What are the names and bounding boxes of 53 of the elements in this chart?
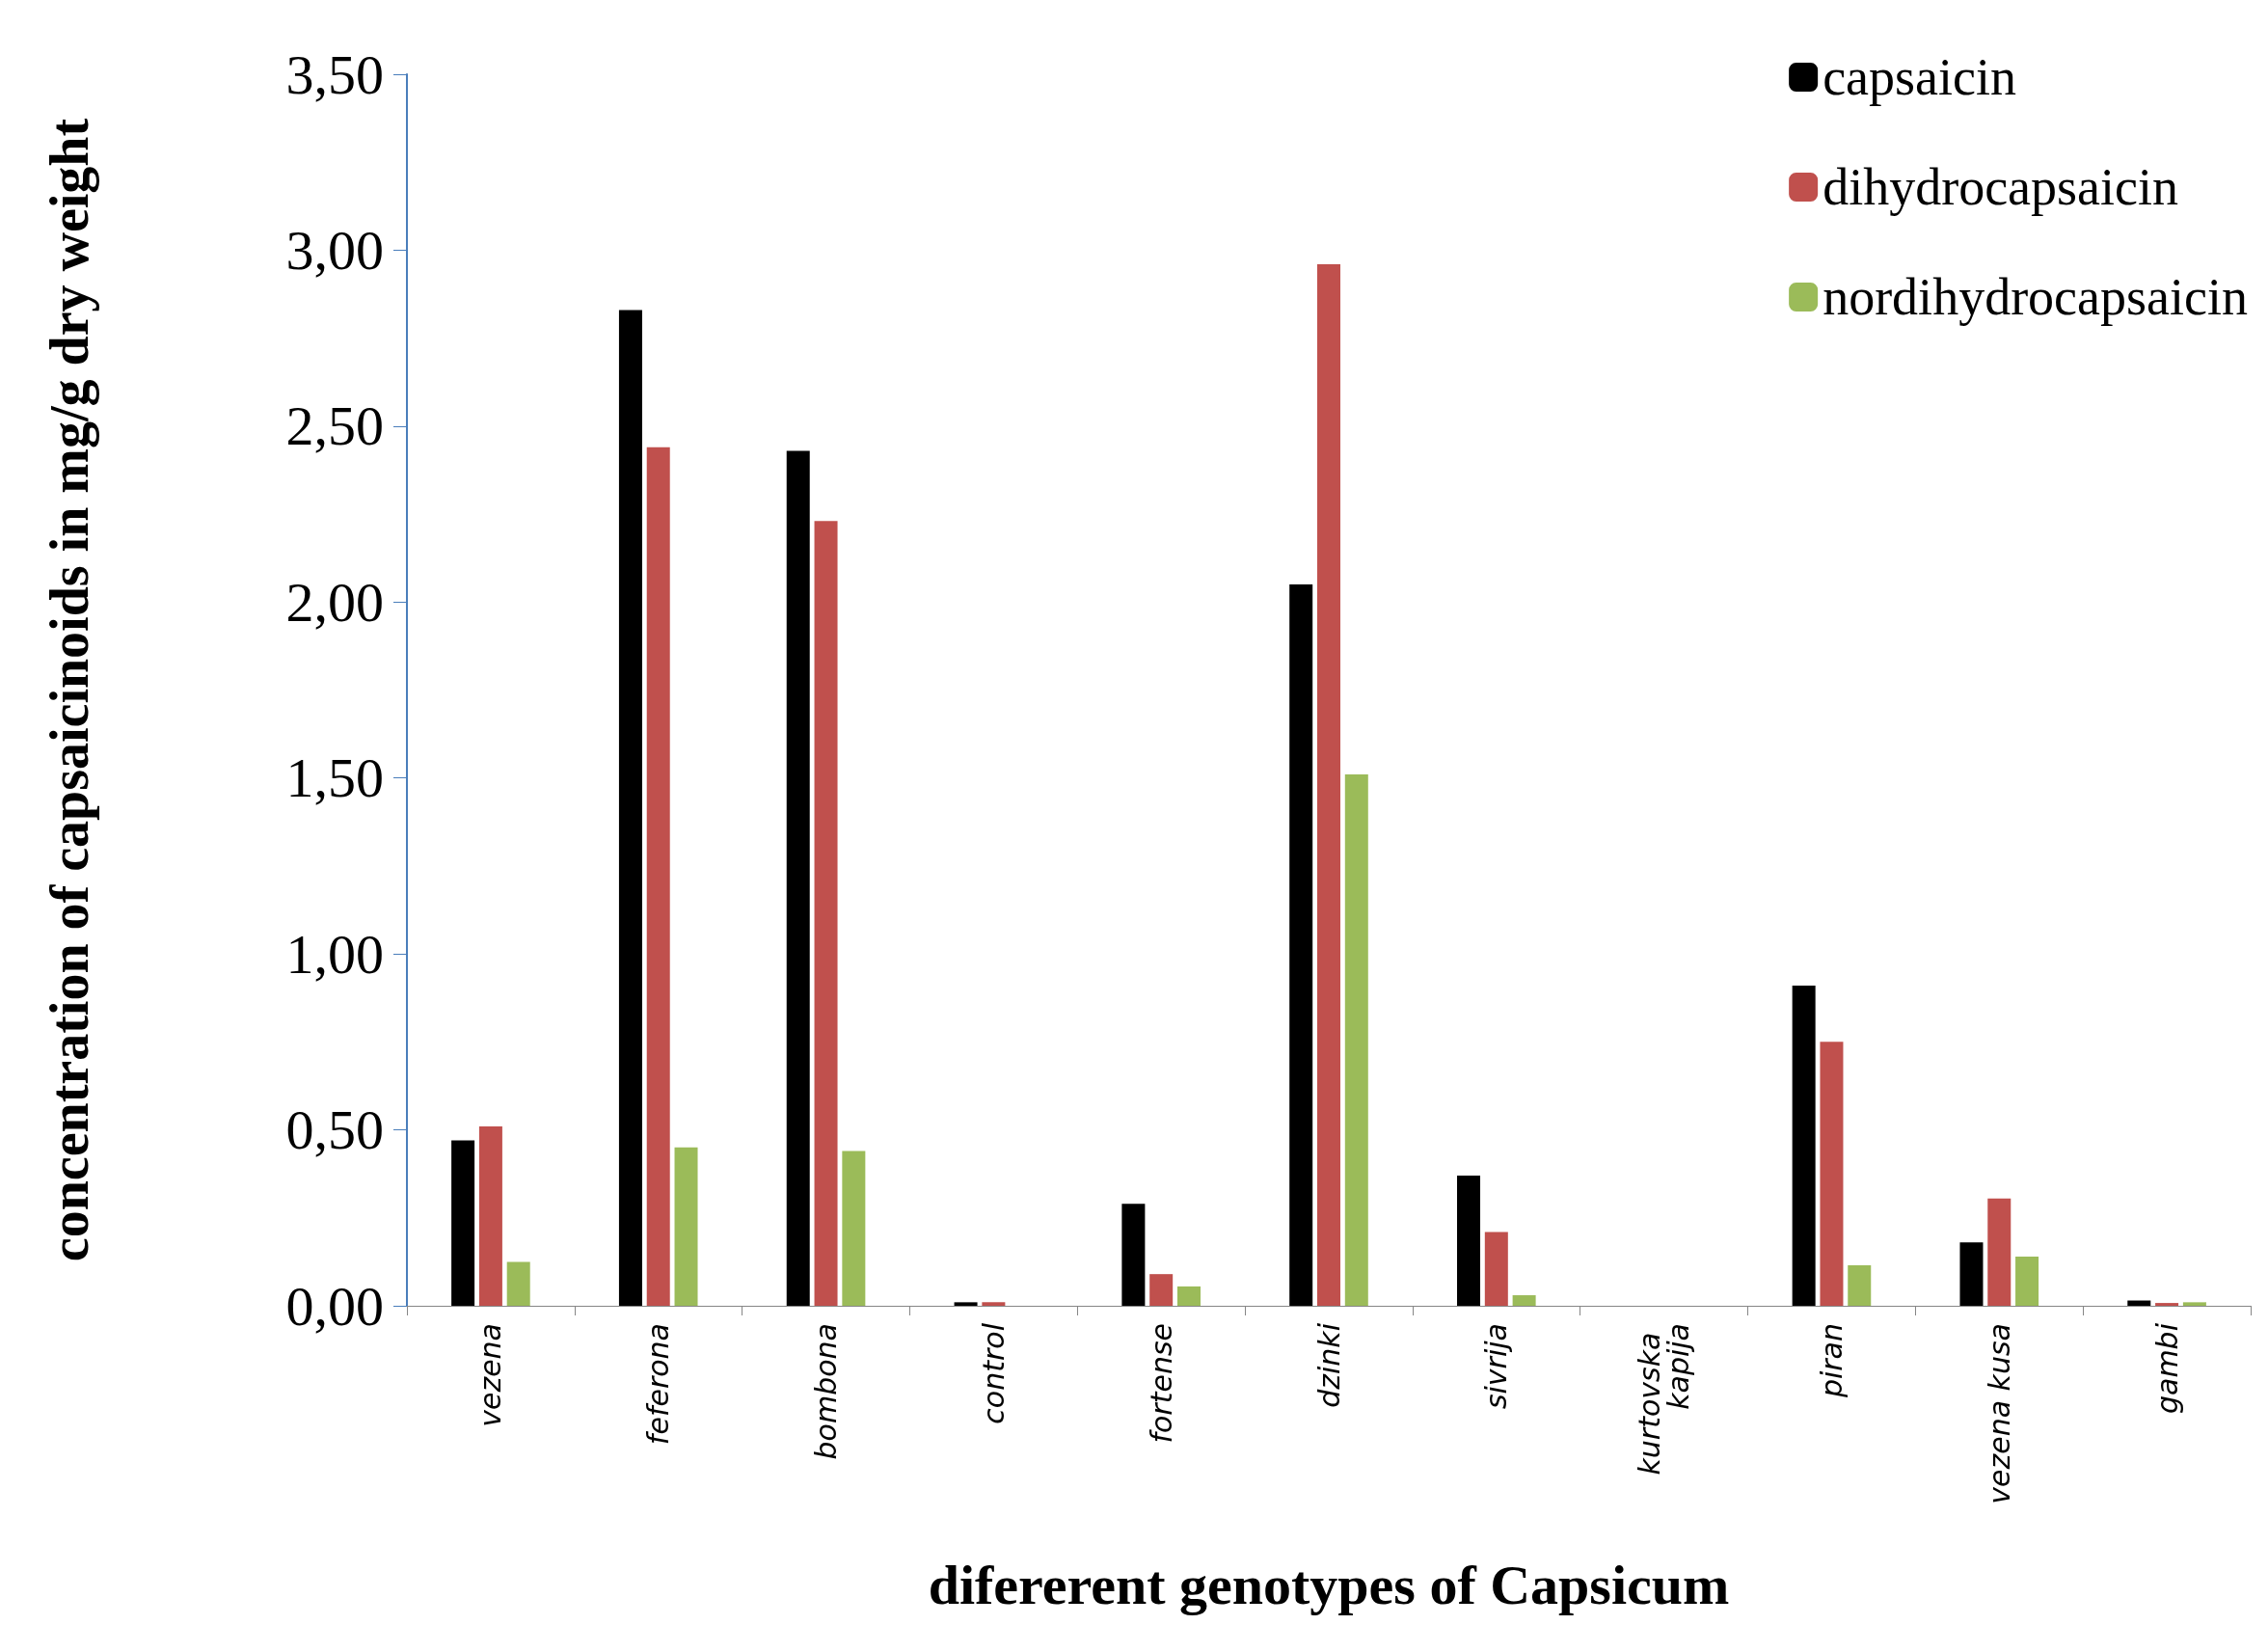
legend-label: nordihydrocapsaicin	[1822, 268, 2248, 326]
bar	[1792, 985, 1816, 1306]
bar	[1176, 1286, 1201, 1306]
bar	[2127, 1300, 2151, 1306]
x-tick-label: gambi	[2149, 1322, 2184, 1415]
bar	[1457, 1176, 1481, 1306]
bar	[618, 310, 642, 1306]
y-tick-label: 3,50	[285, 42, 384, 106]
bar	[1121, 1204, 1146, 1306]
bar	[646, 447, 670, 1306]
x-tick-label: piran	[1814, 1323, 1849, 1399]
x-tick-label: control	[976, 1322, 1011, 1424]
legend-label: dihydrocapsaicin	[1822, 158, 2179, 216]
bar	[2015, 1256, 2039, 1306]
bar	[674, 1147, 698, 1306]
bar	[451, 1140, 475, 1306]
bar	[1987, 1198, 2012, 1306]
y-tick-label: 0,00	[285, 1274, 384, 1338]
bar	[1848, 1265, 1872, 1306]
y-axis-title: concentration of capsaicinoids in mg/g dry weight	[40, 118, 99, 1262]
x-tick-label: dzinki	[1311, 1322, 1346, 1408]
bar	[1820, 1042, 1844, 1306]
legend-label: capsaicin	[1822, 48, 2017, 106]
bar	[1512, 1295, 1536, 1306]
x-tick-label: vezena kusa	[1982, 1323, 2016, 1504]
x-tick-label: feferona	[641, 1323, 676, 1446]
y-tick-label: 2,00	[285, 570, 384, 634]
y-tick-label: 1,50	[285, 746, 384, 810]
x-tick-label: sivrija	[1479, 1323, 1514, 1410]
y-tick-label: 3,00	[285, 218, 384, 282]
bar	[506, 1261, 530, 1306]
bar	[1289, 584, 1313, 1306]
bar	[842, 1151, 866, 1306]
bar	[2155, 1303, 2179, 1306]
y-tick-label: 1,00	[285, 922, 384, 986]
bar	[786, 450, 810, 1306]
x-tick-label: fortense	[1144, 1323, 1178, 1444]
x-tick-label: vezena	[473, 1323, 508, 1427]
bar	[478, 1125, 502, 1306]
y-tick-label: 0,50	[285, 1098, 384, 1162]
bar	[954, 1302, 978, 1306]
bar	[1484, 1232, 1508, 1306]
bar	[1317, 264, 1340, 1306]
bar	[814, 521, 838, 1306]
bar	[2182, 1302, 2206, 1306]
bar	[1149, 1274, 1174, 1306]
bar	[1959, 1242, 1984, 1306]
x-axis-title: difererent genotypes of Capsicum	[928, 1553, 1730, 1616]
x-tick-label: bombona	[809, 1323, 844, 1460]
bar	[982, 1302, 1006, 1306]
x-tick-label: kurtovska kapija	[1633, 1323, 1696, 1476]
bar	[1344, 774, 1368, 1306]
y-tick-label: 2,50	[285, 394, 384, 458]
